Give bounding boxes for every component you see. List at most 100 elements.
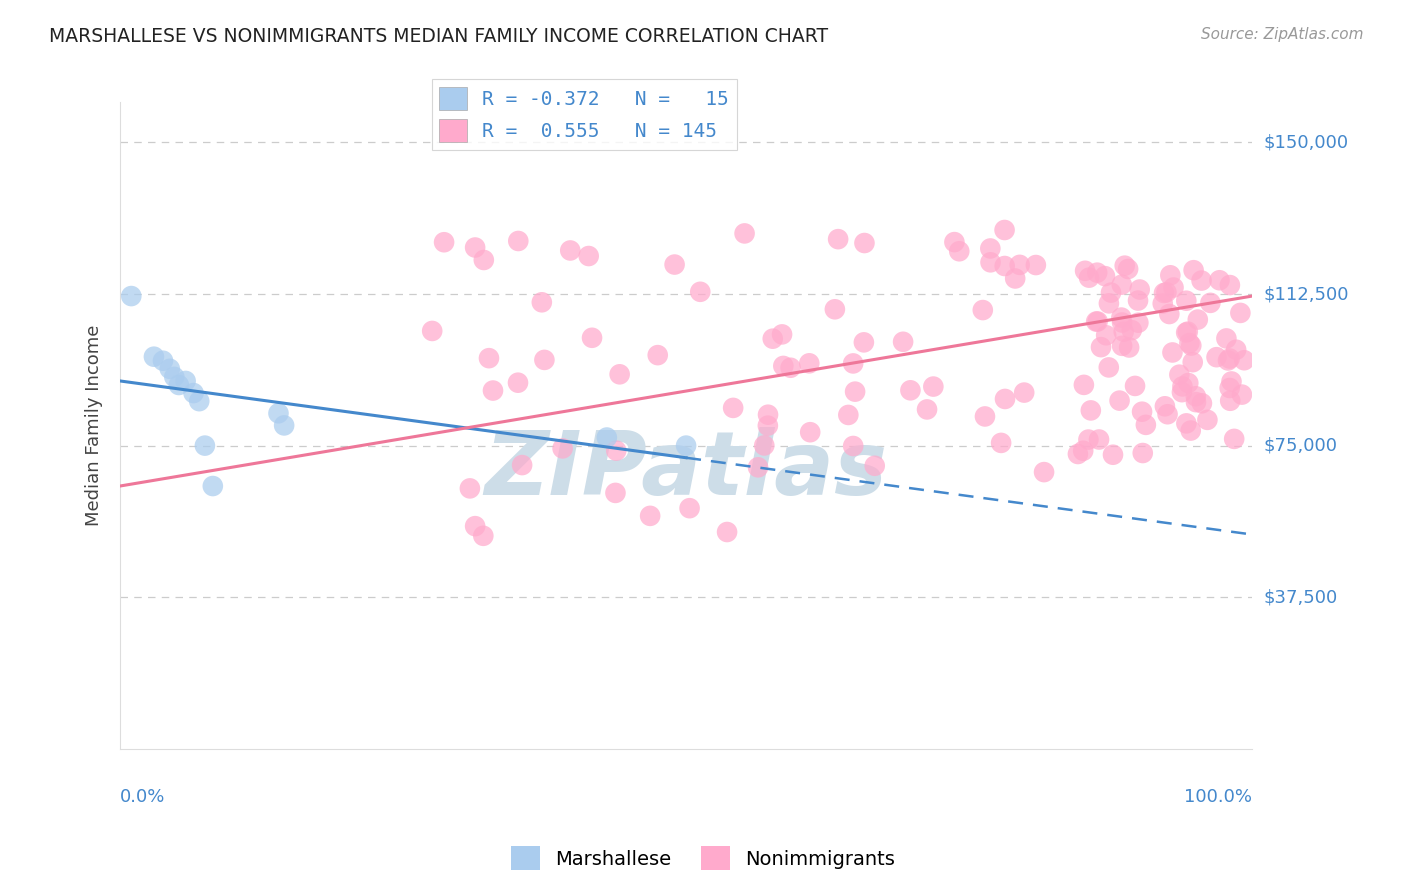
Point bbox=[508, 234, 530, 248]
Point bbox=[1178, 336, 1201, 351]
Point bbox=[1182, 263, 1205, 277]
Point bbox=[267, 406, 290, 420]
Point bbox=[472, 252, 495, 267]
Point bbox=[1102, 448, 1125, 462]
Point bbox=[747, 460, 769, 475]
Point bbox=[1128, 316, 1150, 330]
Point bbox=[464, 519, 486, 533]
Point bbox=[842, 439, 865, 453]
Point bbox=[842, 356, 865, 370]
Point bbox=[560, 244, 582, 258]
Text: $75,000: $75,000 bbox=[1264, 436, 1337, 455]
Point bbox=[1111, 316, 1133, 330]
Y-axis label: Median Family Income: Median Family Income bbox=[86, 325, 103, 526]
Point bbox=[1112, 325, 1135, 339]
Point bbox=[1073, 377, 1095, 392]
Text: ZIPatlas: ZIPatlas bbox=[485, 427, 887, 514]
Point bbox=[993, 223, 1015, 237]
Point bbox=[551, 442, 574, 456]
Point bbox=[1071, 443, 1094, 458]
Point bbox=[1177, 376, 1199, 390]
Point bbox=[1078, 270, 1101, 285]
Point bbox=[1154, 399, 1177, 413]
Point bbox=[1077, 433, 1099, 447]
Point bbox=[1087, 314, 1109, 328]
Point bbox=[506, 376, 529, 390]
Point bbox=[120, 289, 142, 303]
Point bbox=[900, 384, 922, 398]
Point bbox=[433, 235, 456, 250]
Point bbox=[824, 302, 846, 317]
Point bbox=[1129, 283, 1152, 297]
Point bbox=[1180, 424, 1202, 438]
Point bbox=[972, 303, 994, 318]
Text: 0.0%: 0.0% bbox=[120, 788, 166, 805]
Point bbox=[1033, 465, 1056, 479]
Point bbox=[716, 524, 738, 539]
Point bbox=[678, 501, 700, 516]
Point bbox=[1080, 403, 1102, 417]
Point bbox=[472, 529, 495, 543]
Point bbox=[201, 479, 224, 493]
Point bbox=[1132, 446, 1154, 460]
Point bbox=[605, 443, 627, 458]
Point bbox=[689, 285, 711, 299]
Point bbox=[152, 353, 174, 368]
Point bbox=[779, 360, 801, 375]
Point bbox=[721, 401, 744, 415]
Point bbox=[1223, 432, 1246, 446]
Point bbox=[979, 242, 1001, 256]
Point bbox=[1175, 293, 1198, 308]
Point bbox=[915, 402, 938, 417]
Point bbox=[1171, 379, 1194, 393]
Point bbox=[420, 324, 443, 338]
Point bbox=[1175, 326, 1198, 340]
Point bbox=[482, 384, 505, 398]
Point bbox=[1216, 353, 1239, 368]
Point bbox=[1219, 381, 1241, 395]
Point bbox=[1025, 258, 1047, 272]
Point bbox=[756, 408, 779, 422]
Point bbox=[844, 384, 866, 399]
Point bbox=[167, 378, 190, 392]
Point bbox=[458, 482, 481, 496]
Point bbox=[1004, 271, 1026, 285]
Point bbox=[1191, 396, 1213, 410]
Point bbox=[994, 259, 1017, 273]
Point bbox=[1116, 262, 1139, 277]
Point bbox=[756, 418, 779, 433]
Point bbox=[1153, 285, 1175, 300]
Point bbox=[1163, 280, 1185, 294]
Point bbox=[980, 255, 1002, 269]
Point bbox=[1229, 306, 1251, 320]
Text: $112,500: $112,500 bbox=[1264, 285, 1348, 303]
Point bbox=[1067, 447, 1090, 461]
Point bbox=[948, 244, 970, 259]
Point bbox=[142, 350, 165, 364]
Point bbox=[664, 258, 686, 272]
Point bbox=[1085, 314, 1108, 328]
Point bbox=[974, 409, 997, 424]
Point bbox=[596, 431, 619, 445]
Point bbox=[1088, 433, 1111, 447]
Point bbox=[1185, 395, 1208, 409]
Point bbox=[1230, 387, 1253, 401]
Point bbox=[1095, 328, 1118, 343]
Point bbox=[647, 348, 669, 362]
Point bbox=[799, 356, 821, 370]
Point bbox=[1111, 339, 1133, 353]
Point bbox=[533, 352, 555, 367]
Point bbox=[464, 240, 486, 254]
Point bbox=[605, 486, 627, 500]
Point bbox=[1180, 338, 1202, 352]
Point bbox=[1219, 393, 1241, 408]
Point bbox=[510, 458, 533, 472]
Point bbox=[578, 249, 600, 263]
Point bbox=[922, 379, 945, 393]
Point bbox=[1156, 407, 1178, 421]
Point bbox=[1175, 417, 1198, 431]
Point bbox=[1181, 355, 1204, 369]
Point bbox=[1161, 345, 1184, 359]
Point bbox=[1197, 413, 1219, 427]
Point bbox=[1159, 307, 1181, 321]
